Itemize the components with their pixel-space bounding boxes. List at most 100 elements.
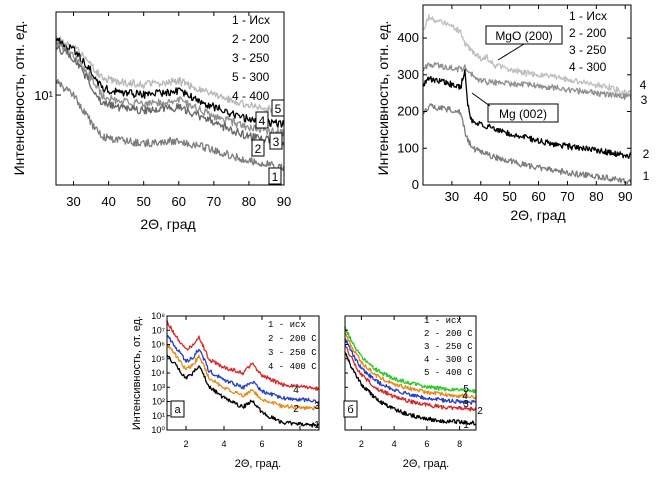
series-line-2 xyxy=(166,344,320,411)
curve-label-box xyxy=(269,132,283,150)
curve-label: 1 xyxy=(643,169,650,183)
legend-entry: 3 - 250 xyxy=(569,43,607,57)
curve-label: 1 xyxy=(272,170,279,184)
y-tick-label: 400 xyxy=(397,30,419,45)
x-tick-label: 4 xyxy=(221,439,226,449)
legend-entry: 1 - исх xyxy=(268,320,306,330)
series-line-4 xyxy=(422,14,632,96)
curve-label: 5 xyxy=(275,102,282,116)
curve-label-box xyxy=(271,99,285,117)
annotation-arrow-mgo xyxy=(497,43,525,61)
series-line-3 xyxy=(55,40,285,137)
annotations-p2: MgO (200) Mg (002) xyxy=(471,25,563,123)
x-tick-label: 90 xyxy=(618,189,632,204)
series-line-1 xyxy=(55,78,285,171)
curve-label: 3 xyxy=(641,93,648,107)
annotation-arrow-mg xyxy=(471,92,491,107)
curve-label-box xyxy=(251,139,265,157)
curve-label-box xyxy=(268,167,282,185)
y-axis-label: Интенсивность, от. ед. xyxy=(131,316,143,430)
series-line-3 xyxy=(344,338,477,405)
x-tick-label: 50 xyxy=(502,189,516,204)
series-line-5 xyxy=(55,35,285,117)
series-line-3 xyxy=(422,61,632,101)
x-tick-label: 60 xyxy=(172,194,186,209)
legend-entry: 3 - 250 C xyxy=(424,342,473,352)
x-tick-label: 6 xyxy=(259,439,264,449)
y-tick-label: 300 xyxy=(397,67,419,82)
curve-label: 4 xyxy=(640,78,647,92)
curve-label: 1 xyxy=(314,420,320,431)
legend-entry: 1 - Исх xyxy=(232,13,270,27)
panel-label-box xyxy=(343,400,358,418)
series-line-1 xyxy=(166,354,320,428)
x-tick-label: 80 xyxy=(242,194,256,209)
x-tick-label: 8 xyxy=(297,439,302,449)
y-tick-label: 0 xyxy=(412,177,419,192)
x-axis-label: 2Θ, град. xyxy=(235,458,282,470)
x-axis-label: 2Θ, град. xyxy=(403,458,450,470)
annotation-mgo: MgO (200) xyxy=(495,29,552,43)
y-axis-label: Интенсивность, отн. ед. xyxy=(375,21,391,176)
x-tick-label: 90 xyxy=(277,194,291,209)
curve-label: 4 xyxy=(259,114,266,128)
x-tick-label: 40 xyxy=(474,189,488,204)
panel-label: а xyxy=(174,404,181,416)
y-tick-label: 10² xyxy=(152,397,165,407)
y-tick-label: 200 xyxy=(397,104,419,119)
curve-label: 2 xyxy=(477,406,483,417)
panel-label-box xyxy=(170,400,185,418)
curve-label: 2 xyxy=(643,147,650,161)
x-axis-label: 2Θ, град xyxy=(140,216,195,232)
series-line-1 xyxy=(344,351,477,426)
series-line-4 xyxy=(55,37,285,128)
chart-panel-p1: 30 40 50 60 70 80 90 10¹ 2Θ, град Интенсивность, … xyxy=(11,11,291,232)
plot-frame xyxy=(422,4,632,186)
legend-entry: 3 - 250 C xyxy=(268,348,317,358)
curve-label: 4 xyxy=(293,385,299,396)
x-tick-label: 30 xyxy=(66,194,80,209)
y-tick-label: 10⁸ xyxy=(151,311,165,321)
series-line-1 xyxy=(422,103,632,185)
legend-entry: 4 - 300 C xyxy=(424,355,473,365)
x-tick-label: 6 xyxy=(424,439,429,449)
legend-entry: 2 - 200 xyxy=(232,32,270,46)
x-tick-label: 50 xyxy=(136,194,150,209)
legend-entry: 1 - исх xyxy=(424,316,462,326)
x-tick-label: 40 xyxy=(101,194,115,209)
curve-label: 3 xyxy=(463,399,469,410)
y-tick-label: 10⁰ xyxy=(151,425,165,435)
x-tick-label: 80 xyxy=(589,189,603,204)
x-tick-label: 4 xyxy=(392,439,397,449)
curve-label: 1 xyxy=(463,420,469,431)
y-axis-label: Интенсивность, отн. ед. xyxy=(11,21,27,176)
chart-panel-pa: 2 4 6 8 10⁸ 10⁷ 10⁶ 10⁵ 10⁴ 10³ 10² 10¹ 10⁰ 2Θ, град.… xyxy=(131,311,320,470)
plot-frame xyxy=(55,11,285,186)
x-tick-label: 2 xyxy=(359,439,364,449)
legend-entry: 4 - 400 C xyxy=(268,362,317,372)
legend-entry: 2 - 200 xyxy=(569,26,607,40)
series-line-5 xyxy=(344,325,477,394)
legend-entry: 4 - 400 xyxy=(232,89,270,103)
y-tick-label: 10⁴ xyxy=(151,368,165,378)
annotation-mg: Mg (002) xyxy=(499,107,547,121)
x-tick-label: 60 xyxy=(531,189,545,204)
series-line-4 xyxy=(166,320,320,391)
legend-entry: 2 - 200 C xyxy=(268,334,317,344)
series-line-2 xyxy=(422,68,632,159)
x-tick-label: 2 xyxy=(183,439,188,449)
curve-label: 3 xyxy=(314,401,320,412)
y-tick-label: 10⁶ xyxy=(151,340,165,350)
annotation-box-mg xyxy=(487,103,559,123)
x-tick-label: 8 xyxy=(457,439,462,449)
curve-label: 5 xyxy=(463,384,469,395)
chart-panel-p2: 30 40 50 60 70 80 90 0 100 200 300 400 2Θ, град Интен… xyxy=(375,4,650,223)
legend-entry: 5 - 400 C xyxy=(424,368,473,378)
curve-label: 3 xyxy=(273,135,280,149)
y-tick-label: 10¹ xyxy=(34,88,53,103)
x-tick-label: 30 xyxy=(445,189,459,204)
legend-entry: 1 - Исх xyxy=(569,9,607,23)
curve-label-box xyxy=(255,111,269,129)
